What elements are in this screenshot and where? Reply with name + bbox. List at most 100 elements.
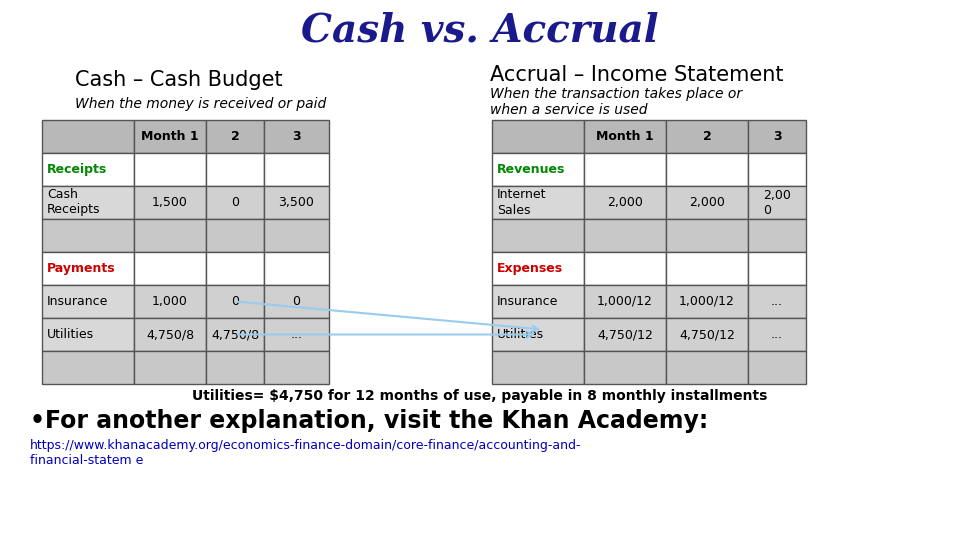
Bar — [42, 219, 134, 252]
Text: Insurance: Insurance — [47, 295, 108, 308]
Text: Cash – Cash Budget: Cash – Cash Budget — [75, 70, 282, 90]
Text: 0: 0 — [231, 196, 239, 209]
Text: When the money is received or paid: When the money is received or paid — [75, 97, 326, 111]
Bar — [666, 219, 748, 252]
Bar — [206, 351, 264, 384]
Bar — [206, 219, 264, 252]
Bar — [134, 318, 206, 351]
Text: •For another explanation, visit the Khan Academy:: •For another explanation, visit the Khan… — [30, 409, 708, 433]
Bar — [666, 153, 748, 186]
Bar — [264, 153, 329, 186]
Text: 0: 0 — [293, 295, 300, 308]
Bar — [206, 186, 264, 219]
Bar — [264, 252, 329, 285]
FancyArrowPatch shape — [238, 302, 538, 332]
Bar — [584, 285, 666, 318]
Text: 4,750/8: 4,750/8 — [146, 328, 194, 341]
Text: Accrual – Income Statement: Accrual – Income Statement — [490, 65, 783, 85]
Text: ...: ... — [771, 328, 783, 341]
Bar — [134, 186, 206, 219]
Bar — [492, 285, 584, 318]
Bar — [748, 219, 806, 252]
Text: 1,000/12: 1,000/12 — [597, 295, 653, 308]
Bar — [492, 252, 584, 285]
Bar — [748, 153, 806, 186]
Text: 1,000/12: 1,000/12 — [679, 295, 735, 308]
Text: 2,000: 2,000 — [689, 196, 725, 209]
Text: Month 1: Month 1 — [596, 130, 654, 143]
Text: Month 1: Month 1 — [141, 130, 199, 143]
Bar — [492, 318, 584, 351]
Bar — [492, 153, 584, 186]
Text: 1,500: 1,500 — [152, 196, 188, 209]
Text: Internet
Sales: Internet Sales — [497, 188, 546, 217]
Text: 4,750/8: 4,750/8 — [211, 328, 259, 341]
Bar — [42, 252, 134, 285]
Bar — [584, 219, 666, 252]
Bar — [748, 186, 806, 219]
Bar — [584, 318, 666, 351]
Text: ...: ... — [771, 295, 783, 308]
Text: 3: 3 — [773, 130, 781, 143]
Bar — [666, 351, 748, 384]
Bar — [134, 285, 206, 318]
Bar — [42, 120, 134, 153]
Text: 2: 2 — [703, 130, 711, 143]
Text: Payments: Payments — [47, 262, 115, 275]
Bar — [584, 153, 666, 186]
Text: Receipts: Receipts — [47, 163, 108, 176]
Bar — [134, 219, 206, 252]
Text: Cash
Receipts: Cash Receipts — [47, 188, 101, 217]
Text: Revenues: Revenues — [497, 163, 565, 176]
Bar — [42, 186, 134, 219]
Bar — [748, 285, 806, 318]
Bar — [584, 186, 666, 219]
Bar — [492, 120, 584, 153]
Text: 4,750/12: 4,750/12 — [597, 328, 653, 341]
Bar — [42, 285, 134, 318]
Bar — [206, 318, 264, 351]
Bar — [42, 318, 134, 351]
Bar — [42, 351, 134, 384]
Text: 1,000: 1,000 — [152, 295, 188, 308]
Bar — [134, 153, 206, 186]
Text: 4,750/12: 4,750/12 — [679, 328, 735, 341]
Bar — [134, 351, 206, 384]
Text: Insurance: Insurance — [497, 295, 559, 308]
Text: ...: ... — [291, 328, 302, 341]
Bar — [264, 186, 329, 219]
FancyArrowPatch shape — [238, 332, 533, 338]
Text: 3: 3 — [292, 130, 300, 143]
Text: 2,00
0: 2,00 0 — [763, 188, 791, 217]
Bar — [206, 252, 264, 285]
Bar — [584, 252, 666, 285]
Bar — [206, 153, 264, 186]
Bar — [492, 186, 584, 219]
Bar — [206, 285, 264, 318]
Bar — [206, 120, 264, 153]
Bar — [492, 219, 584, 252]
Bar — [666, 252, 748, 285]
Bar — [666, 186, 748, 219]
Text: 2,000: 2,000 — [607, 196, 643, 209]
Text: Utilities= $4,750 for 12 months of use, payable in 8 monthly installments: Utilities= $4,750 for 12 months of use, … — [192, 389, 768, 403]
Bar — [134, 120, 206, 153]
Bar — [748, 351, 806, 384]
Bar — [666, 120, 748, 153]
Bar — [748, 120, 806, 153]
Text: When the transaction takes place or
when a service is used: When the transaction takes place or when… — [490, 87, 742, 117]
Text: 0: 0 — [231, 295, 239, 308]
Text: 2: 2 — [230, 130, 239, 143]
Bar — [584, 351, 666, 384]
Text: https://www.khanacademy.org/economics-finance-domain/core-finance/accounting-and: https://www.khanacademy.org/economics-fi… — [30, 439, 582, 467]
Bar — [666, 318, 748, 351]
Bar — [134, 252, 206, 285]
Bar — [666, 285, 748, 318]
Bar — [264, 351, 329, 384]
Bar — [264, 318, 329, 351]
Bar — [748, 318, 806, 351]
Text: Utilities: Utilities — [47, 328, 94, 341]
Bar — [492, 351, 584, 384]
Bar — [584, 120, 666, 153]
Bar — [748, 252, 806, 285]
